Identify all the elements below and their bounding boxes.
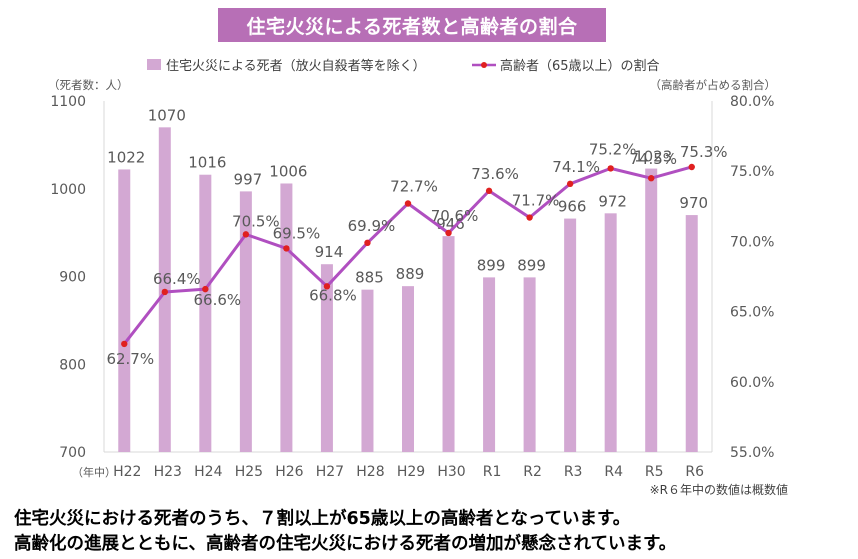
legend-bar-label: 住宅火災による死者（放火自殺者等を除く） [166,58,426,74]
y-left-tick-label: 700 [59,445,86,461]
line-value-label: 66.8% [309,286,357,304]
x-tick-label: H22 [113,464,141,480]
line-marker [323,283,331,290]
x-tick-label: R3 [564,464,583,480]
bar-value-label: 972 [598,192,627,210]
line-marker [202,285,209,293]
bar-value-label: 1023 [634,148,672,166]
y-right-tick-label: 65.0% [730,305,774,321]
x-tick-label: H28 [356,464,384,480]
bar-value-label: 1016 [188,154,226,172]
y-right-tick-label: 80.0% [730,94,774,110]
bar [320,264,333,452]
line-marker [566,180,574,188]
bar-value-label: 1070 [148,106,186,124]
x-tick-label: R1 [483,464,502,480]
line-marker [161,288,168,296]
y-left-tick-label: 1100 [50,94,86,110]
bar-value-label: 1022 [107,148,145,166]
line-value-label: 71.7% [512,192,560,210]
line-marker [485,187,493,195]
line-marker [526,214,533,221]
line-value-label: 66.4% [153,270,201,288]
line-value-label: 72.7% [390,177,438,195]
bar-value-label: 1006 [269,162,307,180]
x-tick-label: H25 [235,464,263,480]
line-marker [445,229,452,237]
line-value-label: 62.7% [106,350,154,368]
bar [523,277,536,452]
y-left-tick-label: 900 [59,270,86,286]
line-value-label: 73.6% [471,165,519,183]
line-marker [242,231,250,238]
line-marker [121,340,128,348]
y-right-tick-label: 75.0% [730,164,774,180]
x-tick-label: H30 [437,464,465,480]
x-tick-label: H24 [194,464,222,480]
legend-bar-swatch [147,59,161,70]
y-right-tick-label: 70.0% [730,234,774,250]
y-right-axis-title: （高齢者が占める割合） [650,78,777,92]
line-marker [607,165,614,172]
y-right-tick-label: 55.0% [730,445,774,461]
y-left-tick-label: 1000 [50,182,86,198]
line-value-label: 74.5% [629,150,677,168]
bar-value-label: 970 [679,194,708,212]
bar-value-label: 997 [234,170,263,188]
bar [604,213,617,452]
x-tick-label: R4 [604,464,623,480]
line-value-label: 74.1% [552,158,600,176]
line-marker [364,239,371,247]
x-tick-label: R6 [685,464,704,480]
line-value-label: 69.9% [348,217,396,235]
bar [118,169,131,452]
bar [361,289,374,452]
bar [402,286,414,452]
x-tick-label: H29 [397,464,425,480]
line-marker [648,175,655,182]
x-tick-label: H23 [154,464,182,480]
line-marker [283,245,290,252]
bar [685,215,698,452]
line-value-label: 70.5% [232,212,280,230]
bar [199,174,212,452]
bar [442,236,455,452]
chart-title: 住宅火災による死者数と高齢者の割合 [218,8,606,42]
line-value-label: 75.3% [680,143,728,161]
bar [483,277,496,452]
caption-line-1: 住宅火災における死者のうち、７割以上が65歳以上の高齢者となっています。 [14,509,631,529]
x-tick-label: R5 [645,464,664,480]
line-value-label: 75.2% [589,140,637,158]
legend-line-marker [481,62,487,68]
y-left-tick-label: 800 [59,357,86,373]
bar-value-label: 885 [355,269,384,287]
line-value-label: 70.6% [431,207,479,225]
line-value-label: 66.6% [194,291,242,309]
caption-line-2: 高齢化の進展とともに、高齢者の住宅火災における死者の増加が懸念されています。 [14,534,677,554]
bar [239,191,252,452]
footnote: ※R６年中の数値は概数値 [650,482,788,497]
bar-value-label: 899 [477,256,506,274]
line-value-label: 69.5% [273,224,321,242]
bar-value-label: 899 [517,256,546,274]
line-marker [404,200,412,207]
x-tick-label: H26 [275,464,303,480]
bar-value-label: 889 [396,265,425,283]
x-tick-label: R2 [523,464,542,480]
legend-line-label: 高齢者（65歳以上）の割合 [500,58,660,74]
bar-value-label: 914 [315,243,344,261]
bar [564,218,577,452]
bar-value-label: 966 [558,198,587,216]
chart-svg: 700 800 900 1000 1100 55.0% 60.0% 65.0% 70.0% 75.… [48,58,788,497]
x-axis-prefix: （年中） [72,465,116,479]
y-right-tick-label: 60.0% [730,375,774,391]
x-tick-label: H27 [316,464,344,480]
y-left-axis-title: （死者数：人） [48,78,129,92]
bar [645,168,658,452]
line-marker [688,163,695,171]
